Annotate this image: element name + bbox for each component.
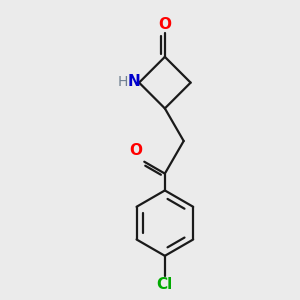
- Text: O: O: [158, 17, 171, 32]
- Text: O: O: [130, 142, 142, 158]
- Text: H: H: [118, 75, 128, 88]
- Text: N: N: [128, 74, 140, 89]
- Text: Cl: Cl: [157, 277, 173, 292]
